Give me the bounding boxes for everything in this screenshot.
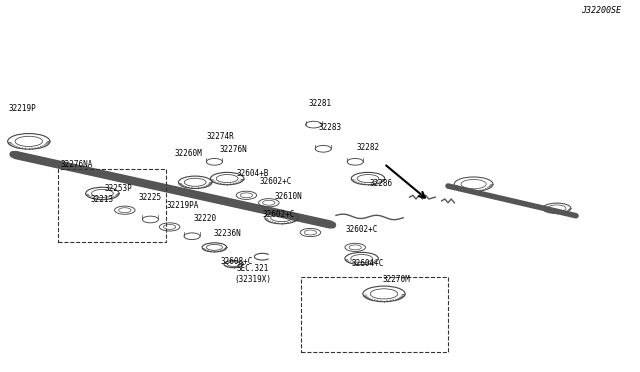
Text: 32602+C: 32602+C <box>259 177 291 186</box>
Text: 32274R: 32274R <box>207 132 235 141</box>
Text: 32213: 32213 <box>91 195 114 204</box>
Text: 32604+B: 32604+B <box>237 169 269 178</box>
Text: 32604+C: 32604+C <box>352 259 384 267</box>
Text: 32276N: 32276N <box>220 145 248 154</box>
Text: 32260M: 32260M <box>175 149 203 158</box>
Text: 32220: 32220 <box>193 214 216 223</box>
Bar <box>58 169 166 242</box>
Text: 32219P: 32219P <box>8 104 36 113</box>
Text: 32602+C: 32602+C <box>346 225 378 234</box>
Text: 32270M: 32270M <box>383 275 411 284</box>
Text: 32608+C: 32608+C <box>221 257 253 266</box>
Text: J32200SE: J32200SE <box>581 6 621 15</box>
Text: 32276NA: 32276NA <box>61 160 93 169</box>
Text: 32236N: 32236N <box>213 229 241 238</box>
Text: 32610N: 32610N <box>274 192 302 201</box>
Text: 32253P: 32253P <box>104 184 132 193</box>
Text: 32602+C: 32602+C <box>262 210 294 219</box>
Text: 32286: 32286 <box>369 179 392 187</box>
Text: 32281: 32281 <box>308 99 332 108</box>
Text: SEC.321
(32319X): SEC.321 (32319X) <box>234 264 271 283</box>
Text: 32282: 32282 <box>356 143 380 152</box>
Text: 32225: 32225 <box>139 193 162 202</box>
Text: 32283: 32283 <box>318 123 341 132</box>
Text: 32219PA: 32219PA <box>166 201 198 210</box>
Bar <box>301 277 448 352</box>
